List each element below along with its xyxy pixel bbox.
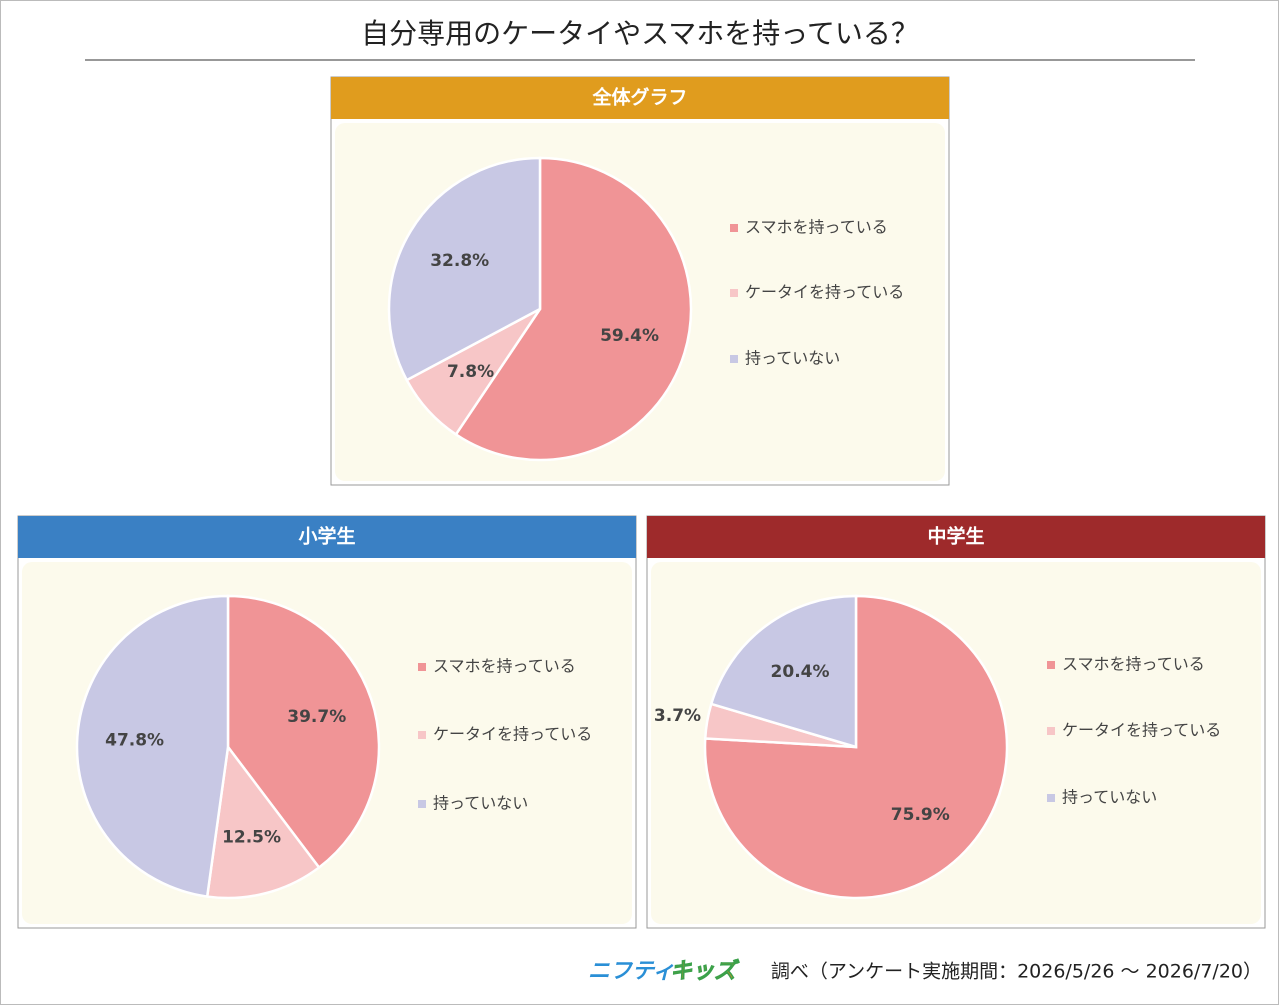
legend-swatch — [418, 663, 426, 671]
brand: ニフティ — [588, 959, 675, 984]
brand: キッズ — [670, 958, 740, 984]
legend-label: 持っていない — [433, 794, 528, 813]
legend-swatch — [418, 731, 426, 739]
legend-swatch — [1047, 794, 1055, 802]
legend-swatch — [730, 224, 738, 232]
pie-slice — [226, 594, 381, 870]
value-label: 3.7% — [654, 706, 701, 726]
legend-swatch — [418, 800, 426, 808]
legend-label: 持っていない — [1062, 788, 1157, 807]
pie-slice — [387, 156, 542, 382]
legend-swatch — [1047, 661, 1055, 669]
legend-label: ケータイを持っている — [1062, 721, 1221, 740]
panel-header — [647, 516, 1265, 558]
pie-slice — [205, 743, 321, 900]
value-label: 20.4% — [771, 662, 830, 682]
legend-label: スマホを持っている — [433, 657, 576, 676]
value-label: 7.8% — [447, 362, 494, 382]
footer-note: 調べ（アンケート実施期間：2026/5/26 ～ 2026/7/20） — [771, 961, 1262, 983]
legend-label: 持っていない — [745, 349, 840, 368]
legend-swatch — [730, 355, 738, 363]
panel-title: 小学生 — [298, 525, 355, 548]
value-label: 32.8% — [430, 251, 489, 271]
legend-label: ケータイを持っている — [433, 725, 592, 744]
legend-label: スマホを持っている — [745, 218, 888, 237]
panel-title: 中学生 — [927, 525, 984, 548]
pie-slice — [454, 156, 693, 462]
panel-header — [331, 77, 949, 119]
legend-label: スマホを持っている — [1062, 655, 1205, 674]
panel-header — [18, 516, 636, 558]
legend-swatch — [1047, 727, 1055, 735]
value-label: 12.5% — [222, 828, 281, 848]
value-label: 59.4% — [600, 326, 659, 346]
legend-swatch — [730, 289, 738, 297]
pie-slice — [709, 594, 858, 749]
pie-slice — [703, 594, 1009, 900]
panel-title: 全体グラフ — [591, 86, 687, 109]
value-label: 39.7% — [287, 707, 346, 727]
page-title: 自分専用のケータイやスマホを持っている？ — [361, 17, 919, 50]
value-label: 47.8% — [105, 731, 164, 751]
legend-label: ケータイを持っている — [745, 283, 904, 302]
value-label: 75.9% — [891, 805, 950, 825]
pie-slice — [75, 594, 230, 898]
